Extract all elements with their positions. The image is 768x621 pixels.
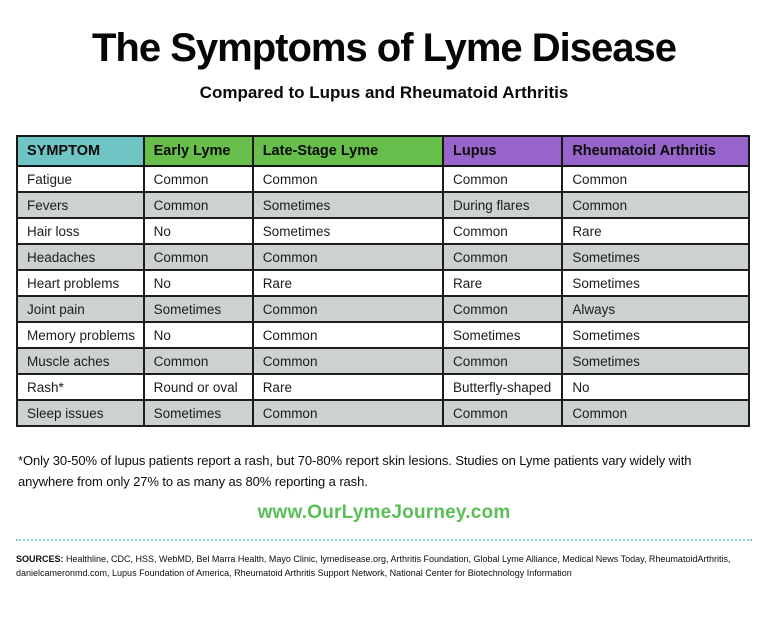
table-row: Muscle aches Common Common Common Sometimes xyxy=(16,347,750,375)
value-cell: Sometimes xyxy=(142,399,254,427)
table-row: Headaches Common Common Common Sometimes xyxy=(16,243,750,271)
table-row: Hair loss No Sometimes Common Rare xyxy=(16,217,750,245)
symptom-cell: Hair loss xyxy=(16,217,145,245)
column-header-symptom: SYMPTOM xyxy=(16,135,145,167)
value-cell: Common xyxy=(561,191,750,219)
table-header-row: SYMPTOM Early Lyme Late-Stage Lyme Lupus… xyxy=(16,135,750,167)
value-cell: Sometimes xyxy=(561,269,750,297)
value-cell: Sometimes xyxy=(142,295,254,323)
footnote: *Only 30-50% of lupus patients report a … xyxy=(18,453,692,489)
value-cell: Sometimes xyxy=(251,191,445,219)
value-cell: Sometimes xyxy=(561,321,750,349)
website-link[interactable]: www.OurLymeJourney.com xyxy=(257,501,511,523)
value-cell: Common xyxy=(251,399,445,427)
symptom-cell: Headaches xyxy=(16,243,145,271)
table-row: Fatigue Common Common Common Common xyxy=(16,165,750,193)
value-cell: Common xyxy=(251,243,445,271)
sources-label: SOURCES: xyxy=(16,553,64,564)
symptom-cell: Sleep issues xyxy=(16,399,145,427)
value-cell: Common xyxy=(561,399,750,427)
table-row: Rash* Round or oval Rare Butterfly-shaped No xyxy=(16,373,750,401)
symptom-cell: Rash* xyxy=(16,373,145,401)
value-cell: Common xyxy=(251,295,445,323)
table-row: Sleep issues Sometimes Common Common Common xyxy=(16,399,750,427)
column-header-rheumatoid-arthritis: Rheumatoid Arthritis xyxy=(561,135,750,167)
symptom-cell: Heart problems xyxy=(16,269,145,297)
value-cell: Sometimes xyxy=(561,347,750,375)
value-cell: No xyxy=(561,373,750,401)
value-cell: Common xyxy=(251,165,445,193)
symptom-cell: Fevers xyxy=(16,191,145,219)
value-cell: Common xyxy=(251,321,445,349)
value-cell: Common xyxy=(441,217,564,245)
symptom-cell: Fatigue xyxy=(16,165,145,193)
value-cell: During flares xyxy=(441,191,564,219)
value-cell: Common xyxy=(441,347,564,375)
value-cell: Common xyxy=(441,399,564,427)
symptom-cell: Joint pain xyxy=(16,295,145,323)
value-cell: Common xyxy=(441,165,564,193)
table-header: SYMPTOM Early Lyme Late-Stage Lyme Lupus… xyxy=(16,135,750,167)
table-row: Joint pain Sometimes Common Common Always xyxy=(16,295,750,323)
value-cell: Common xyxy=(441,243,564,271)
table-body: Fatigue Common Common Common Common Fevers Com… xyxy=(16,165,750,427)
value-cell: Common xyxy=(251,347,445,375)
value-cell: Common xyxy=(142,243,254,271)
value-cell: Rare xyxy=(251,373,445,401)
table-row: Fevers Common Sometimes During flares Common xyxy=(16,191,750,219)
value-cell: No xyxy=(142,321,254,349)
sources: SOURCES: Healthline, CDC, HSS, WebMD, Be… xyxy=(16,553,752,581)
value-cell: Common xyxy=(561,165,750,193)
value-cell: Butterfly-shaped xyxy=(441,373,564,401)
column-header-early-lyme: Early Lyme xyxy=(142,135,254,167)
value-cell: Sometimes xyxy=(251,217,445,245)
value-cell: Common xyxy=(142,165,254,193)
table-row: Memory problems No Common Sometimes Sometime… xyxy=(16,321,750,349)
value-cell: No xyxy=(142,269,254,297)
value-cell: Sometimes xyxy=(561,243,750,271)
value-cell: No xyxy=(142,217,254,245)
table-row: Heart problems No Rare Rare Sometimes xyxy=(16,269,750,297)
symptom-cell: Memory problems xyxy=(16,321,145,349)
column-header-late-stage-lyme: Late-Stage Lyme xyxy=(251,135,445,167)
sources-text: Healthline, CDC, HSS, WebMD, Bel Marra H… xyxy=(16,553,731,578)
value-cell: Common xyxy=(441,295,564,323)
value-cell: Rare xyxy=(561,217,750,245)
column-header-lupus: Lupus xyxy=(441,135,564,167)
symptom-cell: Muscle aches xyxy=(16,347,145,375)
value-cell: Sometimes xyxy=(441,321,564,349)
symptoms-comparison-table: SYMPTOM Early Lyme Late-Stage Lyme Lupus… xyxy=(16,135,750,427)
dotted-divider xyxy=(16,538,752,541)
value-cell: Common xyxy=(142,347,254,375)
value-cell: Rare xyxy=(441,269,564,297)
page-title: The Symptoms of Lyme Disease xyxy=(91,26,677,70)
value-cell: Always xyxy=(561,295,750,323)
page-subtitle: Compared to Lupus and Rheumatoid Arthrit… xyxy=(199,83,569,102)
value-cell: Round or oval xyxy=(142,373,254,401)
infographic-page: The Symptoms of Lyme Disease Compared to… xyxy=(0,28,768,621)
value-cell: Rare xyxy=(251,269,445,297)
value-cell: Common xyxy=(142,191,254,219)
